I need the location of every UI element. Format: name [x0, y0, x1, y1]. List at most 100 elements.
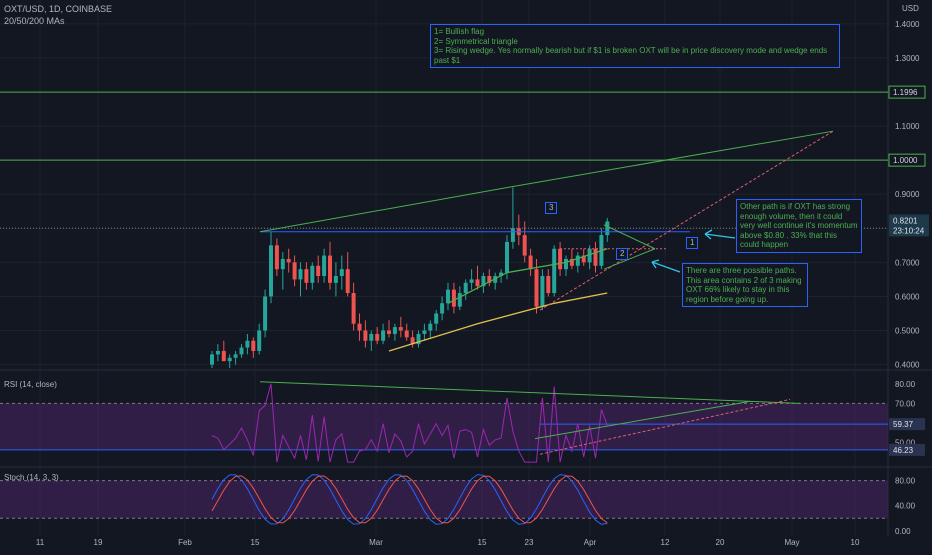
candle-body: [363, 330, 368, 341]
candle-body: [510, 228, 515, 242]
stoch-tick-label: 80.00: [895, 477, 916, 486]
candle-body: [410, 337, 415, 345]
candle-body: [587, 248, 592, 263]
candle-body: [457, 293, 462, 307]
candle-body: [569, 258, 574, 266]
candle-body: [534, 269, 539, 307]
legend-line-2: 2= Symmetrical triangle: [434, 36, 518, 46]
candle-body: [416, 333, 421, 345]
candle-body: [210, 354, 214, 365]
price-tick-label: 0.5000: [895, 327, 920, 336]
countdown-label: 23:10:24: [893, 226, 925, 235]
candle-body: [269, 245, 273, 297]
candle-body: [251, 340, 256, 351]
price-tick-label: 0.6000: [895, 292, 920, 301]
candle-body: [540, 276, 545, 307]
pattern-legend-box: 1= Bullish flag 2= Symmetrical triangle …: [430, 24, 840, 68]
candle-body: [463, 282, 468, 294]
rsi-current-label: 59.37: [893, 420, 914, 429]
ma50-line: [388, 292, 608, 352]
candle-body: [333, 276, 338, 283]
last-price-tag: [889, 214, 929, 237]
x-tick-label: Feb: [178, 538, 192, 547]
price-tick-label: 1.3000: [895, 54, 920, 63]
rsi-tick-label: 50.00: [895, 439, 916, 448]
x-tick-label: 19: [94, 538, 103, 547]
candle-body: [274, 245, 279, 270]
candle-body: [446, 289, 450, 304]
stoch-title: Stoch (14, 3, 3): [4, 473, 59, 482]
rsi-tick-label: 70.00: [895, 399, 916, 408]
candle-body: [552, 248, 557, 294]
note-three-paths-text: There are three possible paths. This are…: [686, 266, 802, 304]
level-label: 1.0000: [893, 156, 918, 165]
x-tick-label: 20: [716, 538, 725, 547]
candle-body: [505, 241, 509, 273]
candle-body: [357, 323, 362, 331]
price-tick-label: 0.4000: [895, 361, 920, 370]
candle-body: [292, 262, 297, 280]
candle-body: [239, 347, 244, 355]
candle-body: [369, 333, 374, 341]
x-tick-label: May: [784, 538, 799, 547]
rsi-tick-label: 80.00: [895, 380, 916, 389]
candle-body: [227, 357, 232, 362]
x-tick-label: Mar: [369, 538, 383, 547]
legend-line-3: 3= Rising wedge. Yes normally bearish bu…: [434, 46, 828, 65]
candle-body: [434, 313, 439, 324]
candle-body: [328, 255, 332, 283]
candle-body: [215, 350, 220, 355]
x-tick-label: 11: [36, 538, 45, 547]
candle-body: [581, 255, 586, 263]
candle-body: [428, 323, 433, 331]
rsi-trendline-red: [539, 398, 791, 455]
x-tick-label: Apr: [584, 538, 597, 547]
rsi-level-tag: [889, 443, 925, 456]
candle-body: [387, 330, 391, 334]
triangle-lower-line: [603, 248, 656, 270]
x-tick-label: 15: [251, 538, 260, 547]
candle-body: [286, 258, 291, 263]
candle-body: [481, 276, 486, 287]
candle-body: [558, 248, 563, 270]
candle-body: [451, 289, 456, 307]
candle-body: [575, 255, 580, 266]
pattern-label-3: 3: [545, 202, 558, 214]
rsi-title: RSI (14, close): [4, 380, 57, 389]
candle-body: [475, 279, 480, 287]
level-label-box: [888, 153, 926, 167]
wedge-upper-line-b: [507, 130, 834, 188]
candle-body: [375, 333, 380, 341]
ma20-line: [447, 248, 608, 304]
level-label-box: [888, 85, 926, 99]
candle-body: [345, 269, 350, 294]
note-other-path-text: Other path is if OXT has strong enough v…: [740, 202, 858, 249]
pattern-label-2: 2: [616, 248, 629, 260]
rsi-current-tag: [889, 418, 925, 431]
level-label: 1.1996: [893, 88, 918, 97]
candle-body: [263, 296, 268, 331]
candle-body: [245, 340, 250, 348]
candle-body: [257, 330, 262, 351]
rsi-trendline-down: [259, 381, 801, 404]
candle-body: [593, 248, 598, 266]
candle-body: [499, 272, 504, 276]
candle-body: [233, 354, 238, 358]
stoch-band: [0, 480, 888, 519]
wedge-upper-line-a: [259, 186, 509, 233]
candle-body: [381, 330, 386, 341]
x-tick-label: 10: [851, 538, 860, 547]
rsi-band: [0, 403, 888, 450]
rsi-trendline-up: [534, 400, 751, 440]
candle-body: [487, 276, 492, 283]
candle-body: [605, 221, 610, 236]
candle-body: [528, 255, 533, 270]
price-tick-label: 1.4000: [895, 20, 920, 29]
price-tick-label: 1.1000: [895, 122, 920, 131]
candle-body: [304, 269, 309, 283]
candle-body: [440, 303, 445, 314]
arrow-to-flag: [704, 229, 736, 240]
currency-label: USD: [902, 4, 919, 13]
candle-body: [469, 279, 474, 283]
candle-body: [322, 255, 327, 276]
